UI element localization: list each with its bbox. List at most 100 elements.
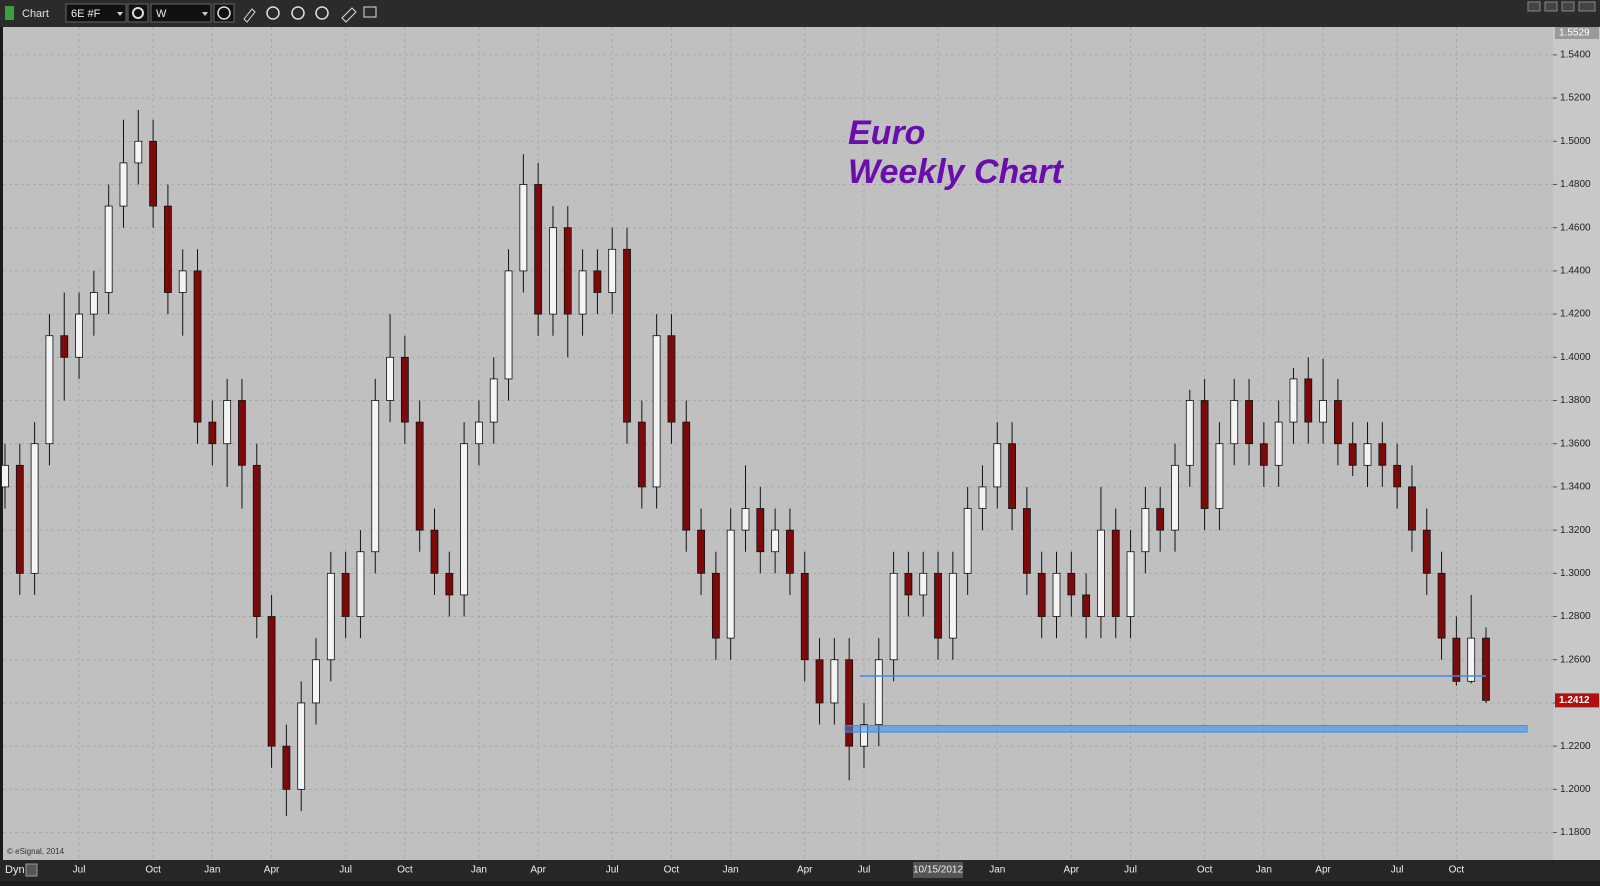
candle-body — [1185, 400, 1194, 466]
candle-body — [771, 529, 780, 553]
cycle-tool[interactable] — [266, 6, 280, 20]
x-tick-label: Jan — [204, 865, 220, 876]
window-minimize[interactable] — [1544, 1, 1558, 12]
candle-body — [312, 659, 320, 704]
y-tick-label: 1.2800 — [1560, 611, 1591, 622]
candle-body — [637, 421, 646, 488]
candle-body — [1215, 443, 1224, 509]
candle-body — [223, 400, 232, 445]
candle-body — [1067, 572, 1076, 596]
candle-body — [756, 508, 765, 553]
x-tick-label: Apr — [264, 865, 280, 876]
candle-body — [860, 724, 868, 747]
candle-body — [830, 659, 839, 704]
last-price-label: 1.2412 — [1559, 695, 1590, 706]
candle-body — [1393, 464, 1402, 488]
candle-body — [1319, 400, 1327, 423]
window-close[interactable] — [1578, 1, 1596, 12]
y-tick-label: 1.4600 — [1560, 222, 1591, 233]
candles — [1, 109, 1528, 817]
candle-body — [1482, 637, 1490, 701]
candle-body — [1259, 443, 1268, 466]
x-tick-label: 10/15/2012 — [913, 865, 963, 876]
candle-body — [252, 464, 261, 617]
candle-body — [326, 572, 335, 661]
candle-body — [697, 529, 705, 574]
x-tick-label: Apr — [797, 865, 813, 876]
x-tick-label: Oct — [1449, 865, 1465, 876]
candle-body — [267, 616, 276, 747]
y-tick-label: 1.3200 — [1560, 525, 1591, 536]
symbol[interactable]: 6E #F — [71, 8, 101, 20]
y-tick-label: 1.2600 — [1560, 654, 1591, 665]
candle-body — [1126, 551, 1135, 617]
candle-body — [430, 529, 439, 574]
x-tick-label: Oct — [397, 865, 413, 876]
y-tick-label: 1.3800 — [1560, 395, 1591, 406]
candle-body — [1037, 572, 1046, 617]
y-tick-label: 1.4400 — [1560, 266, 1591, 277]
candle-body — [89, 292, 98, 315]
labels: 1.18001.20001.22001.24001.26001.28001.30… — [73, 27, 1599, 878]
window-restore[interactable] — [1527, 1, 1541, 12]
play-tool[interactable] — [291, 6, 305, 20]
draw-tool[interactable] — [243, 8, 256, 23]
comment-tool[interactable] — [363, 6, 377, 18]
candle-body — [489, 378, 498, 423]
candle-body — [711, 572, 720, 639]
candle-body — [460, 443, 469, 596]
x-tick-label: Jul — [858, 865, 871, 876]
candle-body — [578, 270, 587, 315]
candle-body — [1141, 508, 1150, 553]
x-tick-label: Jul — [606, 865, 619, 876]
candle-body — [845, 659, 854, 747]
candle-body — [1437, 572, 1446, 639]
top-price-box — [1555, 27, 1599, 39]
eraser-tool[interactable] — [341, 7, 357, 23]
candle-body — [1245, 400, 1253, 445]
interval[interactable]: W — [156, 8, 167, 20]
candle-body — [1111, 529, 1120, 617]
x-tick-label: Jul — [1124, 865, 1137, 876]
candle-body — [1452, 637, 1461, 682]
candle-body — [1156, 508, 1165, 531]
mode-icon[interactable] — [25, 863, 38, 877]
candle-body — [1289, 378, 1298, 423]
window-title: Chart — [22, 8, 49, 20]
candle-body — [963, 508, 972, 574]
y-tick-label: 1.2000 — [1560, 784, 1591, 795]
candle-body — [45, 335, 54, 445]
candle-body — [934, 572, 942, 639]
cursor-date-box — [913, 862, 964, 878]
candle-body — [1, 464, 9, 488]
candle-body — [1008, 443, 1016, 509]
candle-body — [178, 270, 187, 293]
candle-body — [386, 356, 394, 401]
window-maximize[interactable] — [1561, 1, 1575, 12]
candle-body — [1022, 508, 1031, 574]
candle-body — [993, 443, 1002, 488]
candle-body — [1378, 443, 1387, 466]
mode-label[interactable]: Dyn — [5, 864, 25, 876]
zoom-tool[interactable] — [315, 6, 329, 20]
x-tick-label: Oct — [145, 865, 161, 876]
candle-body — [1274, 421, 1283, 466]
candle-body — [519, 184, 528, 272]
settings-button[interactable] — [127, 3, 149, 23]
y-tick-label: 1.4800 — [1560, 179, 1591, 190]
candle-body — [623, 248, 631, 423]
toolbar — [0, 0, 1600, 27]
candle-body — [75, 313, 83, 358]
last-price-box — [1555, 693, 1599, 708]
candle-body — [1082, 594, 1091, 617]
y-tick-label: 1.2200 — [1560, 741, 1591, 752]
symbol-box[interactable] — [65, 3, 127, 23]
y-tick-label: 1.3400 — [1560, 482, 1591, 493]
x-tick-label: Jul — [339, 865, 352, 876]
dropdown-arrow — [117, 12, 123, 16]
candle-body — [1408, 486, 1416, 531]
interval-box[interactable] — [150, 3, 212, 23]
candle-body — [652, 335, 661, 488]
candle-body — [134, 140, 143, 164]
candle-body — [563, 227, 572, 315]
